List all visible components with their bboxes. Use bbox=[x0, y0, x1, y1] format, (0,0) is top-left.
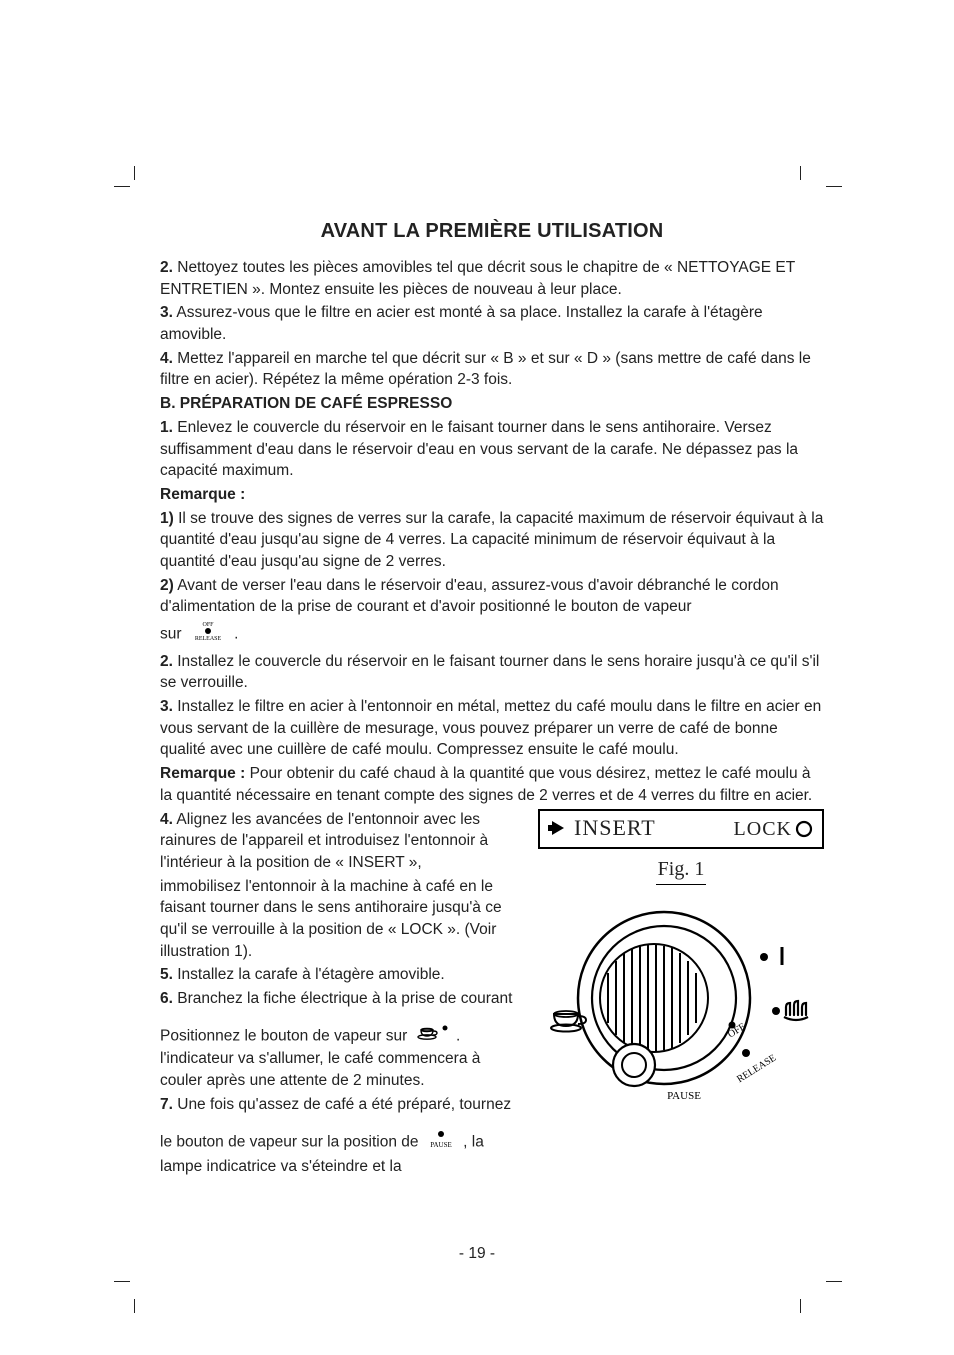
body-text: 2. Nettoyez toutes les pièces amovibles … bbox=[160, 257, 824, 1180]
para-b7b: le bouton de vapeur sur la position de P… bbox=[160, 1129, 522, 1177]
page-title: AVANT LA PREMIÈRE UTILISATION bbox=[160, 220, 824, 243]
para-a4: 4. Mettez l'appareil en marche tel que d… bbox=[160, 348, 824, 391]
num-b6: 6. bbox=[160, 990, 173, 1007]
pause-icon: PAUSE bbox=[426, 1129, 456, 1156]
text-r1: Il se trouve des signes de verres sur la… bbox=[160, 510, 823, 570]
text-b3: Installez le filtre en acier à l'entonno… bbox=[160, 698, 821, 758]
para-a3: 3. Assurez-vous que le filtre en acier e… bbox=[160, 302, 824, 345]
insert-label: INSERT bbox=[548, 813, 656, 844]
num-b7: 7. bbox=[160, 1096, 173, 1113]
two-column-layout: 4. Alignez les avancées de l'entonnoir a… bbox=[160, 809, 824, 1180]
figure-caption-wrap: Fig. 1 bbox=[538, 851, 824, 885]
pos-dot-release bbox=[742, 1049, 750, 1057]
remarque2-text: Pour obtenir du café chaud à la quantité… bbox=[160, 765, 812, 804]
icon-dot bbox=[205, 628, 211, 634]
text-a4: Mettez l'appareil en marche tel que décr… bbox=[160, 350, 811, 389]
r2-tail-post: . bbox=[234, 625, 238, 642]
insert-arrow-icon bbox=[548, 818, 574, 838]
text-b2: Installez le couvercle du réservoir en l… bbox=[160, 653, 819, 692]
para-b6b: Positionnez le bouton de vapeur sur bbox=[160, 1024, 522, 1092]
pause-dot-icon bbox=[438, 1131, 444, 1137]
figure-1: INSERT LOCK Fig. 1 bbox=[538, 809, 824, 1128]
insert-lock-bar: INSERT LOCK bbox=[538, 809, 824, 849]
num-b2: 2. bbox=[160, 653, 173, 670]
cup-handle-icon bbox=[433, 1031, 437, 1035]
remarque-label: Remarque : bbox=[160, 484, 824, 506]
dial-pause-label: PAUSE bbox=[667, 1090, 701, 1102]
para-b7: 7. Une fois qu'assez de café a été prépa… bbox=[160, 1094, 522, 1116]
para-b1: 1. Enlevez le couvercle du réservoir en … bbox=[160, 417, 824, 482]
num-a3: 3. bbox=[160, 304, 173, 321]
on-dot-icon bbox=[442, 1025, 447, 1030]
para-b2: 2. Installez le couvercle du réservoir e… bbox=[160, 651, 824, 694]
icon-off-text: OFF bbox=[202, 622, 214, 628]
num-r1: 1) bbox=[160, 510, 174, 527]
text-r2: Avant de verser l'eau dans le réservoir … bbox=[160, 577, 779, 616]
text-b4: Alignez les avancées de l'entonnoir avec… bbox=[160, 811, 488, 871]
text-b7: Une fois qu'assez de café a été préparé,… bbox=[173, 1096, 511, 1113]
pause-text-icon: PAUSE bbox=[430, 1141, 452, 1149]
text-b5: Installez la carafe à l'étagère amovible… bbox=[173, 966, 445, 983]
dial-release-label: RELEASE bbox=[735, 1052, 778, 1085]
para-b4b: immobilisez l'entonnoir à la machine à c… bbox=[160, 876, 522, 963]
num-b5: 5. bbox=[160, 966, 173, 983]
b6b-pre: Positionnez le bouton de vapeur sur bbox=[160, 1027, 412, 1044]
document-page: AVANT LA PREMIÈRE UTILISATION 2. Nettoye… bbox=[0, 0, 954, 1355]
para-r1: 1) Il se trouve des signes de verres sur… bbox=[160, 508, 824, 573]
text-b6: Branchez la fiche électrique à la prise … bbox=[173, 990, 512, 1007]
figure-caption: Fig. 1 bbox=[656, 855, 707, 885]
text-a2: Nettoyez toutes les pièces amovibles tel… bbox=[160, 259, 795, 298]
num-a4: 4. bbox=[160, 350, 173, 367]
para-b5: 5. Installez la carafe à l'étagère amovi… bbox=[160, 964, 522, 986]
lock-label: LOCK bbox=[734, 815, 814, 843]
num-r2: 2) bbox=[160, 577, 174, 594]
b7b-pre: le bouton de vapeur sur la position de bbox=[160, 1134, 423, 1151]
pos-dot-steam bbox=[772, 1007, 780, 1015]
text-a3: Assurez-vous que le filtre en acier est … bbox=[160, 304, 763, 343]
knob-lines-icon bbox=[600, 944, 708, 1052]
para-b3: 3. Installez le filtre en acier à l'ento… bbox=[160, 696, 824, 761]
dial-diagram: PAUSE OFF RELEASE bbox=[538, 893, 824, 1128]
icon-release-text: RELEASE bbox=[195, 636, 222, 642]
off-release-icon: OFF RELEASE bbox=[189, 620, 227, 649]
page-number: - 19 - bbox=[0, 1245, 954, 1263]
para-r2-tail: sur OFF RELEASE . bbox=[160, 620, 824, 649]
lock-text: LOCK bbox=[734, 815, 792, 843]
steam-icon bbox=[784, 1001, 808, 1020]
pos-dot-on bbox=[760, 953, 768, 961]
para-r2: 2) Avant de verser l'eau dans le réservo… bbox=[160, 575, 824, 618]
section-b-heading: B. PRÉPARATION DE CAFÉ ESPRESSO bbox=[160, 393, 824, 415]
para-a2: 2. Nettoyez toutes les pièces amovibles … bbox=[160, 257, 824, 300]
lock-circle-icon bbox=[792, 819, 814, 839]
r2-tail-pre: sur bbox=[160, 625, 186, 642]
insert-text: INSERT bbox=[574, 813, 656, 844]
boss-outer-circle bbox=[613, 1044, 655, 1086]
num-b3: 3. bbox=[160, 698, 173, 715]
para-b6: 6. Branchez la fiche électrique à la pri… bbox=[160, 988, 522, 1010]
num-a2: 2. bbox=[160, 259, 173, 276]
cup-on-icon bbox=[415, 1024, 449, 1049]
para-remarque2: Remarque : Pour obtenir du café chaud à … bbox=[160, 763, 824, 806]
remarque2-label: Remarque : bbox=[160, 765, 245, 782]
para-b4: 4. Alignez les avancées de l'entonnoir a… bbox=[160, 809, 522, 874]
num-b4: 4. bbox=[160, 811, 173, 828]
text-b1: Enlevez le couvercle du réservoir en le … bbox=[160, 419, 798, 479]
left-column: 4. Alignez les avancées de l'entonnoir a… bbox=[160, 809, 522, 1180]
num-b1: 1. bbox=[160, 419, 173, 436]
